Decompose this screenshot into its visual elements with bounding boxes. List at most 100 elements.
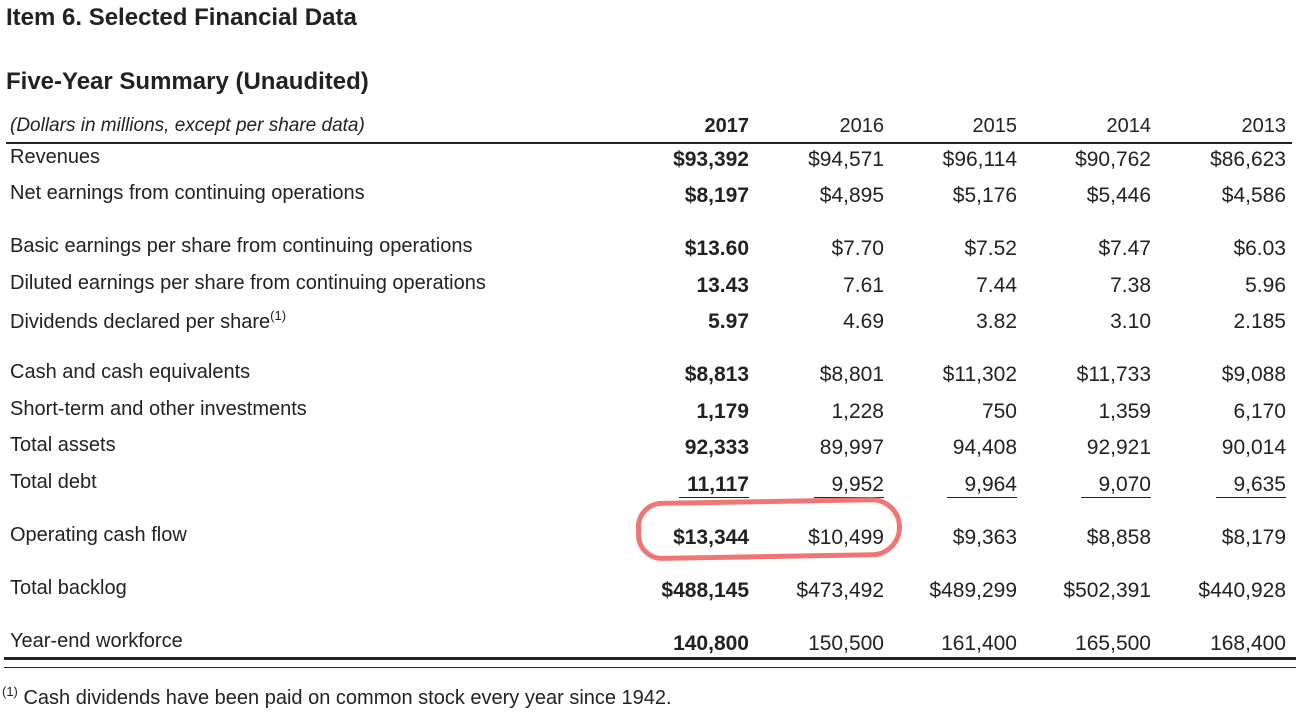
cell-2017: 1,179 (696, 400, 749, 423)
cell-2016: $7.70 (831, 237, 884, 260)
units-note: (Dollars in millions, except per share d… (10, 115, 365, 136)
footnote-mark: (1) (270, 308, 287, 323)
cell-2016: $8,801 (819, 363, 884, 386)
year-header: 2016 (839, 115, 885, 137)
table-row: Diluted earnings per share from continui… (6, 270, 1292, 300)
row-label: Revenues (10, 146, 101, 168)
cell-2014: $90,762 (1075, 148, 1151, 171)
cell-2014: 7.38 (1110, 274, 1151, 297)
column-underline (1216, 497, 1286, 498)
cell-2015: $11,302 (942, 363, 1017, 386)
column-underline (814, 497, 884, 498)
row-label: Operating cash flow (10, 524, 187, 546)
column-underline (679, 497, 749, 498)
row-label: Total backlog (10, 577, 127, 599)
row-label: Year-end workforce (10, 630, 183, 652)
cell-2013: $8,179 (1221, 526, 1286, 549)
table-row: Net earnings from continuing operations … (6, 180, 1292, 210)
cell-2015: $5,176 (952, 184, 1017, 207)
cell-2016: 150,500 (808, 632, 884, 655)
cell-2017: $8,813 (684, 363, 749, 386)
cell-2015: 3.82 (976, 310, 1017, 333)
cell-2017: 92,333 (684, 436, 749, 459)
cell-2017: 5.97 (708, 310, 749, 333)
cell-2015: $489,299 (929, 579, 1017, 602)
cell-2016: 4.69 (843, 310, 884, 333)
cell-2017: 13.43 (696, 274, 749, 297)
cell-2014: 9,070 (1098, 473, 1151, 496)
cell-2015: 161,400 (941, 632, 1017, 655)
cell-2016: $473,492 (796, 579, 884, 602)
cell-2013: 90,014 (1221, 436, 1286, 459)
cell-2014: 92,921 (1086, 436, 1151, 459)
cell-2014: 3.10 (1110, 310, 1151, 333)
row-label: Net earnings from continuing operations (10, 182, 365, 204)
cell-2015: 750 (981, 400, 1017, 423)
row-label: Total assets (10, 434, 116, 456)
cell-2015: 7.44 (976, 274, 1017, 297)
cell-2014: $5,446 (1086, 184, 1151, 207)
table-bottom-rule (4, 657, 1296, 668)
cell-2013: $6.03 (1233, 237, 1286, 260)
cell-2017: $488,145 (661, 579, 749, 602)
cell-2017: $8,197 (684, 184, 749, 207)
footnote-mark: (1) (2, 684, 18, 699)
year-header: 2014 (1106, 115, 1152, 137)
cell-2016: 9,952 (831, 473, 884, 496)
row-label: Basic earnings per share from continuing… (10, 235, 473, 257)
cell-2015: $9,363 (952, 526, 1017, 549)
highlight-annotation-circle (635, 496, 903, 562)
table-row: Total backlog $488,145 $473,492 $489,299… (6, 575, 1292, 605)
cell-2016: 7.61 (843, 274, 884, 297)
cell-2015: 9,964 (964, 473, 1017, 496)
table-row: Operating cash flow $13,344 $10,499 $9,3… (6, 522, 1292, 552)
table-row: Year-end workforce 140,800 150,500 161,4… (6, 628, 1292, 658)
cell-2014: $11,733 (1076, 363, 1151, 386)
cell-2016: $10,499 (808, 526, 884, 549)
cell-2014: 1,359 (1098, 400, 1151, 423)
cell-2017: 11,117 (687, 473, 749, 496)
row-label: Dividends declared per share(1) (10, 308, 286, 334)
row-label: Diluted earnings per share from continui… (10, 272, 486, 294)
cell-2015: $7.52 (964, 237, 1017, 260)
cell-2013: 5.96 (1245, 274, 1286, 297)
table-row: Short-term and other investments 1,179 1… (6, 396, 1292, 426)
cell-2017: $13.60 (684, 237, 749, 260)
column-underline (1081, 497, 1151, 498)
table-title: Five-Year Summary (Unaudited) (6, 68, 369, 95)
cell-2013: 2.185 (1233, 310, 1286, 333)
cell-2013: $9,088 (1221, 363, 1286, 386)
cell-2016: 1,228 (831, 400, 884, 423)
cell-2013: 9,635 (1233, 473, 1286, 496)
cell-2013: $86,623 (1210, 148, 1286, 171)
table-row: Total debt 11,117 9,952 9,964 9,070 9,63… (6, 469, 1292, 499)
row-label: Cash and cash equivalents (10, 361, 251, 383)
cell-2014: 165,500 (1075, 632, 1151, 655)
table-row: Revenues $93,392 $94,571 $96,114 $90,762… (6, 144, 1292, 174)
cell-2017: $93,392 (673, 148, 749, 171)
cell-2016: $94,571 (808, 148, 884, 171)
cell-2014: $7.47 (1098, 237, 1151, 260)
cell-2017: $13,344 (673, 526, 749, 549)
table-row: Total assets 92,333 89,997 94,408 92,921… (6, 432, 1292, 462)
table-row: Basic earnings per share from continuing… (6, 233, 1292, 263)
row-label: Total debt (10, 471, 97, 493)
year-header: 2015 (972, 115, 1018, 137)
cell-2014: $8,858 (1086, 526, 1151, 549)
cell-2013: 168,400 (1210, 632, 1286, 655)
cell-2013: 6,170 (1233, 400, 1286, 423)
cell-2013: $4,586 (1221, 184, 1286, 207)
row-label-text: Dividends declared per share (10, 311, 271, 333)
cell-2016: $4,895 (819, 184, 884, 207)
cell-2016: 89,997 (819, 436, 884, 459)
year-header: 2013 (1241, 115, 1287, 137)
footnote: (1) Cash dividends have been paid on com… (2, 684, 672, 710)
table-row: Dividends declared per share(1) 5.97 4.6… (6, 306, 1292, 336)
row-label: Short-term and other investments (10, 398, 307, 420)
footnote-text: Cash dividends have been paid on common … (23, 687, 672, 709)
cell-2013: $440,928 (1198, 579, 1286, 602)
cell-2015: 94,408 (952, 436, 1017, 459)
cell-2014: $502,391 (1063, 579, 1151, 602)
table-header: (Dollars in millions, except per share d… (6, 112, 1292, 144)
page-title: Item 6. Selected Financial Data (6, 4, 357, 31)
